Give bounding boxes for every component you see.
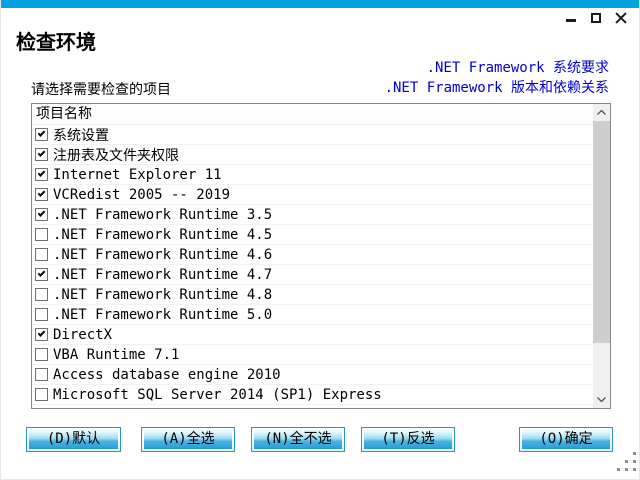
instruction-label: 请选择需要检查的项目: [31, 82, 171, 98]
list-item[interactable]: Access database engine 2010: [32, 365, 593, 385]
list-rows: 系统设置 注册表及文件夹权限 Internet Explorer 11: [32, 125, 593, 408]
checkmark-icon: [37, 269, 46, 277]
checkmark-icon: [37, 149, 46, 157]
items-listbox: 项目名称 系统设置 注册表及文件夹权限: [31, 103, 611, 409]
chevron-up-icon: [597, 110, 606, 115]
list-item[interactable]: .NET Framework Runtime 4.7: [32, 265, 593, 285]
default-button[interactable]: (D)默认: [26, 427, 121, 452]
titlebar-accent: [1, 0, 639, 8]
invert-selection-button[interactable]: (T)反选: [361, 427, 455, 452]
link-net-framework-versions-dependencies[interactable]: .NET Framework 版本和依赖关系: [384, 80, 609, 96]
window-controls: [558, 8, 633, 28]
list-item[interactable]: .NET Framework Runtime 5.0: [32, 305, 593, 325]
checkmark-icon: [37, 129, 46, 137]
list-item-label: Microsoft SQL Server 2014 (SP1) Express: [53, 386, 382, 403]
list-item-label: Internet Explorer 11: [53, 166, 222, 183]
list-item[interactable]: 注册表及文件夹权限: [32, 145, 593, 165]
ok-button[interactable]: (O)确定: [519, 427, 613, 452]
checkbox[interactable]: [35, 288, 48, 301]
chevron-down-icon: [597, 397, 606, 402]
list-item-label: 系统设置: [53, 127, 109, 144]
checkbox[interactable]: [35, 148, 48, 161]
maximize-icon: [590, 13, 601, 23]
list-item[interactable]: .NET Framework Runtime 4.5: [32, 225, 593, 245]
list-item[interactable]: 系统设置: [32, 125, 593, 145]
list-item[interactable]: Microsoft SQL Server 2014 (SP1) Express: [32, 385, 593, 405]
list-item-label: .NET Framework Runtime 4.8: [53, 286, 273, 303]
list-item-label: VCRedist 2005 -- 2019: [53, 186, 231, 203]
checkbox[interactable]: [35, 348, 48, 361]
scroll-up-button[interactable]: [593, 104, 610, 121]
vertical-scrollbar[interactable]: [593, 104, 610, 408]
select-all-button[interactable]: (A)全选: [141, 427, 235, 452]
checkbox[interactable]: [35, 268, 48, 281]
checkmark-icon: [37, 189, 46, 197]
checkbox[interactable]: [35, 308, 48, 321]
help-links: .NET Framework 系统要求 .NET Framework 版本和依赖…: [385, 58, 609, 98]
maximize-button[interactable]: [583, 8, 608, 28]
scrollbar-thumb[interactable]: [593, 121, 610, 343]
list-item[interactable]: [32, 405, 593, 408]
checkbox[interactable]: [35, 248, 48, 261]
list-item[interactable]: .NET Framework Runtime 3.5: [32, 205, 593, 225]
scroll-down-button[interactable]: [593, 391, 610, 408]
list-item[interactable]: DirectX: [32, 325, 593, 345]
checkbox[interactable]: [35, 388, 48, 401]
checkmark-icon: [37, 209, 46, 217]
checkbox[interactable]: [35, 128, 48, 141]
list-item[interactable]: VBA Runtime 7.1: [32, 345, 593, 365]
checkbox[interactable]: [35, 368, 48, 381]
minimize-icon: [565, 18, 576, 22]
close-icon: [614, 12, 627, 24]
list-item-label: 注册表及文件夹权限: [53, 147, 179, 164]
link-net-framework-system-requirements[interactable]: .NET Framework 系统要求: [426, 60, 609, 76]
list-item[interactable]: Internet Explorer 11: [32, 165, 593, 185]
list-item[interactable]: VCRedist 2005 -- 2019: [32, 185, 593, 205]
list-item[interactable]: .NET Framework Runtime 4.6: [32, 245, 593, 265]
checkbox[interactable]: [35, 228, 48, 241]
list-item-label: .NET Framework Runtime 4.5: [53, 226, 273, 243]
minimize-button[interactable]: [558, 8, 583, 28]
list-item-label: .NET Framework Runtime 3.5: [53, 206, 273, 223]
checkbox[interactable]: [35, 188, 48, 201]
list-item-label: .NET Framework Runtime 4.7: [53, 266, 273, 283]
list-item-label: Access database engine 2010: [53, 366, 281, 383]
list-item[interactable]: .NET Framework Runtime 4.8: [32, 285, 593, 305]
list-item-label: .NET Framework Runtime 4.6: [53, 246, 273, 263]
page-title: 检查环境: [16, 32, 96, 54]
close-button[interactable]: [608, 8, 633, 28]
checkbox[interactable]: [35, 168, 48, 181]
checkbox[interactable]: [35, 328, 48, 341]
checkmark-icon: [37, 169, 46, 177]
list-item-label: DirectX: [53, 326, 113, 343]
select-none-button[interactable]: (N)全不选: [251, 427, 345, 452]
list-item-label: .NET Framework Runtime 5.0: [53, 306, 273, 323]
checkmark-icon: [37, 329, 46, 337]
resize-grip[interactable]: [616, 452, 636, 472]
list-column-header: 项目名称: [32, 104, 593, 125]
list-item-label: VBA Runtime 7.1: [53, 346, 180, 363]
checkbox[interactable]: [35, 208, 48, 221]
